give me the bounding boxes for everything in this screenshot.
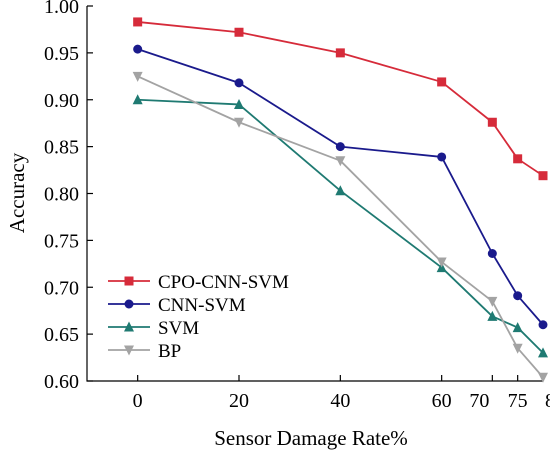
data-point — [512, 322, 523, 333]
data-point — [538, 320, 548, 330]
series-layer — [132, 17, 548, 383]
legend-marker — [124, 345, 134, 356]
x-tick-label: 20 — [229, 390, 249, 412]
legend-label: SVM — [158, 318, 199, 339]
data-point — [335, 185, 346, 196]
data-point — [437, 152, 447, 162]
x-tick-label: 70 — [469, 390, 489, 412]
data-point — [234, 117, 244, 128]
y-tick-label: 0.75 — [44, 230, 79, 252]
x-tick-label: 40 — [330, 390, 350, 412]
y-tick-label: 0.90 — [44, 90, 79, 112]
y-tick-label: 1.00 — [44, 0, 79, 18]
legend-label: BP — [158, 341, 181, 362]
legend-marker — [124, 276, 134, 286]
legend-label: CNN-SVM — [158, 295, 246, 316]
data-point — [487, 310, 498, 321]
data-point — [538, 372, 548, 383]
series-svm — [132, 94, 548, 358]
data-point — [512, 343, 523, 354]
x-tick-label: 80 — [545, 390, 550, 412]
legend-item: BP — [108, 341, 181, 362]
y-tick-label: 0.85 — [44, 137, 79, 159]
data-point — [234, 78, 244, 88]
data-point — [487, 296, 498, 307]
legend-marker — [124, 299, 134, 309]
axes: 0.60 0.65 0.70 0.75 0.80 0.85 0.90 0.95 1.00 0 20 4… — [44, 0, 550, 412]
data-point — [133, 17, 143, 27]
data-point — [335, 156, 346, 167]
data-point — [133, 44, 143, 54]
y-axis-title: Accuracy — [5, 152, 29, 233]
x-tick-label: 0 — [133, 390, 143, 412]
series-bp — [132, 71, 548, 383]
legend-label: CPO-CNN-SVM — [158, 272, 289, 293]
data-point — [234, 27, 244, 37]
data-point — [335, 142, 345, 152]
data-point — [132, 71, 143, 82]
y-tick-label: 0.60 — [44, 371, 79, 393]
legend-marker — [124, 321, 134, 332]
y-tick-label: 0.65 — [44, 324, 79, 346]
data-point — [335, 48, 345, 58]
data-point — [132, 94, 143, 105]
y-tick-label: 0.80 — [44, 184, 79, 206]
x-axis-title: Sensor Damage Rate% — [214, 426, 408, 450]
data-point — [513, 291, 523, 301]
series-line — [137, 21, 544, 177]
y-tick-label: 0.70 — [44, 277, 79, 299]
x-tick-label: 75 — [508, 390, 528, 412]
legend-item: CNN-SVM — [108, 295, 246, 316]
data-point — [436, 257, 447, 268]
legend-item: CPO-CNN-SVM — [108, 272, 289, 293]
legend-item: SVM — [108, 318, 199, 339]
data-point — [234, 98, 244, 109]
data-point — [487, 249, 497, 258]
data-point — [487, 117, 497, 127]
data-point — [513, 154, 523, 164]
series-cnn-svm — [133, 44, 548, 330]
data-point — [538, 171, 548, 181]
data-point — [538, 347, 548, 358]
series-cpo-cnn-svm — [133, 17, 548, 181]
x-tick-label: 60 — [432, 390, 452, 412]
y-tick-label: 0.95 — [44, 43, 79, 65]
data-point — [437, 77, 447, 87]
